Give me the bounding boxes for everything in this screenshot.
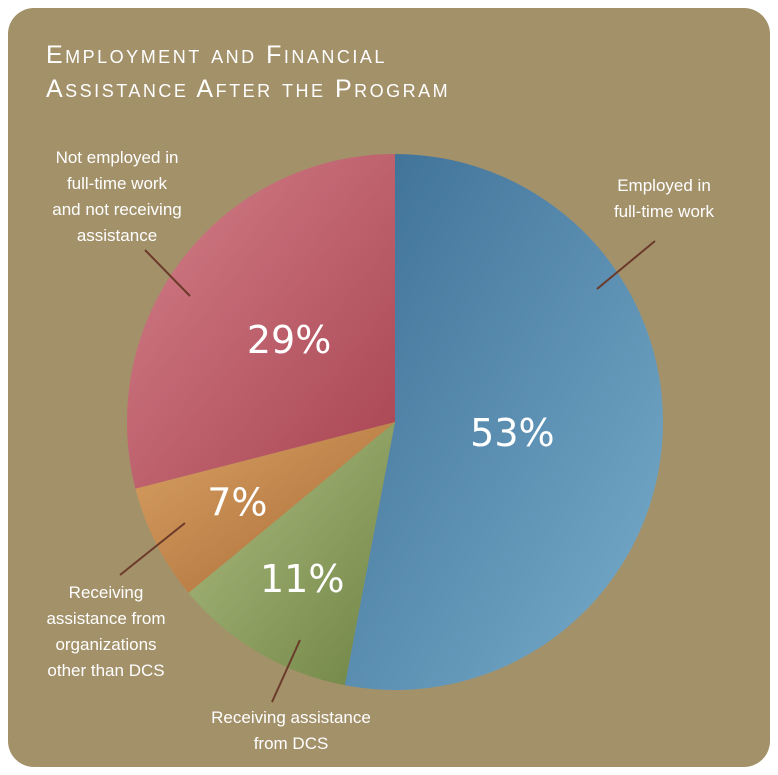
- pie-slices: [126, 154, 664, 690]
- leader-line-2: [119, 522, 186, 576]
- category-label-0-line-1: full-time work: [614, 202, 715, 221]
- category-labels: Employed in full-time work Receiving assis…: [46, 148, 714, 753]
- category-label-1-line-0: Receiving assistance: [211, 708, 371, 727]
- category-label-0-line-0: Employed in: [617, 176, 711, 195]
- category-label-0: Employed in full-time work: [614, 176, 715, 221]
- category-label-2-line-0: Receiving: [69, 583, 144, 602]
- chart-title-line-1: Employment and Financial: [46, 41, 387, 69]
- pie-slice-0: [344, 154, 664, 690]
- category-label-3: Not employed in full-time work and not rec…: [52, 148, 181, 245]
- chart-title-line-2: Assistance After the Program: [46, 75, 451, 103]
- leader-line-3: [144, 249, 191, 297]
- category-label-2-line-1: assistance from: [46, 609, 165, 628]
- category-label-1: Receiving assistance from DCS: [211, 708, 371, 753]
- value-labels: 53% 11% 7% 29%: [207, 318, 554, 601]
- category-label-3-line-0: Not employed in: [56, 148, 179, 167]
- pie-slice-1: [188, 422, 395, 686]
- value-label-1: 11%: [260, 557, 344, 601]
- category-label-2-line-3: other than DCS: [47, 661, 164, 680]
- chart-title: Employment and Financial Assistance Afte…: [46, 38, 450, 106]
- category-label-3-line-2: and not receiving: [52, 200, 181, 219]
- category-label-2-line-2: organizations: [55, 635, 156, 654]
- leader-lines: [119, 240, 656, 703]
- leader-line-0: [596, 240, 656, 290]
- pie-slice-3: [126, 154, 395, 489]
- leader-line-1: [271, 639, 301, 703]
- category-label-1-line-1: from DCS: [254, 734, 329, 753]
- category-label-2: Receiving assistance from organizations oth…: [46, 583, 165, 680]
- category-label-3-line-3: assistance: [77, 226, 157, 245]
- value-label-3: 29%: [247, 318, 331, 362]
- pie-slice-2: [135, 422, 395, 593]
- value-label-0: 53%: [470, 411, 554, 455]
- value-label-2: 7%: [207, 480, 267, 524]
- category-label-3-line-1: full-time work: [67, 174, 168, 193]
